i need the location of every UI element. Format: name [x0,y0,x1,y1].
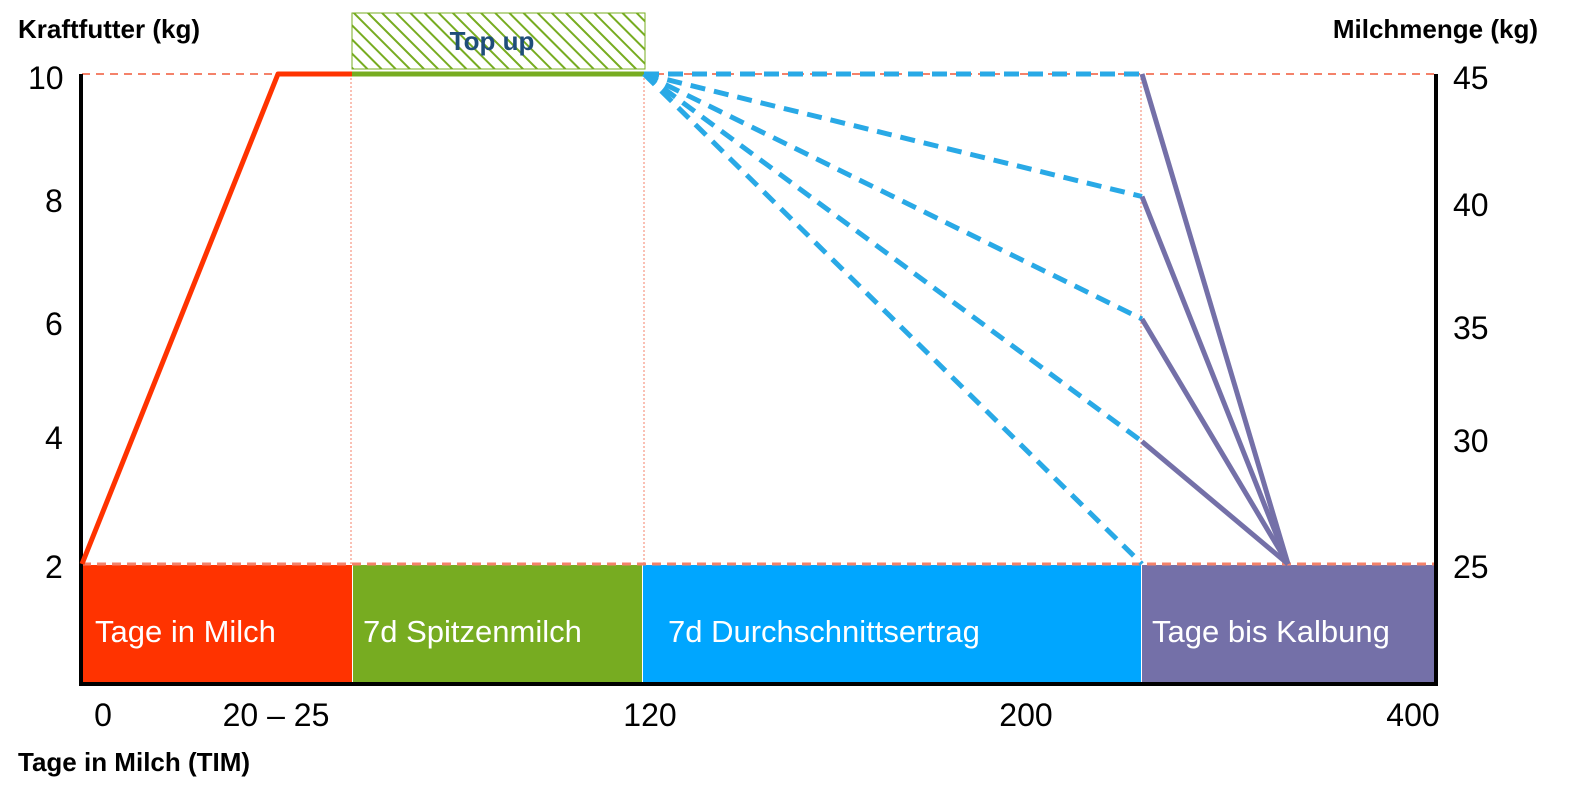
topup-label: Top up [450,26,535,56]
right-tick-35: 35 [1453,310,1489,346]
right-tick-40: 40 [1453,187,1489,223]
series-line-2-3 [642,71,1144,444]
series-line-3-3 [1140,439,1290,566]
phase-label-durchschnitt: 7d Durchschnittsertrag [668,614,980,649]
x-axis-title: Tage in Milch (TIM) [18,747,250,777]
left-tick-6: 6 [45,306,63,342]
right-axis-title: Milchmenge (kg) [1333,14,1538,44]
x-tick-120: 120 [623,697,676,733]
series-layer [79,71,1291,566]
right-tick-45: 45 [1453,60,1489,96]
series-line-2-1 [643,71,1143,199]
phase-band-kalbung [1142,565,1435,683]
topup-box [351,12,646,70]
x-tick-0: 0 [94,697,112,733]
left-axis-title: Kraftfutter (kg) [18,14,200,44]
series-line-3-0 [1139,73,1291,565]
left-tick-2: 2 [45,549,63,585]
phase-label-kalbung: Tage bis Kalbung [1152,614,1390,649]
series-line-2-4 [642,72,1144,566]
x-tick-200: 200 [999,697,1052,733]
left-tick-8: 8 [45,183,63,219]
phase-band-durchschnitt [643,565,1141,683]
phase-label-spitzenmilch: 7d Spitzenmilch [363,614,582,649]
phase-label-tim: Tage in Milch [95,614,276,649]
right-tick-25: 25 [1453,549,1489,585]
series-line-0 [79,71,352,565]
left-tick-4: 4 [45,420,63,456]
x-tick-400: 400 [1386,697,1439,733]
series-line-3-1 [1139,195,1291,565]
phase-band-spitzenmilch [353,565,642,683]
left-tick-10: 10 [28,60,64,96]
series-line-2-2 [642,71,1144,322]
series-line-3-2 [1139,317,1291,566]
right-tick-30: 30 [1453,423,1489,459]
phase-band-tim [82,565,352,683]
x-tick-20-25: 20 – 25 [223,697,330,733]
